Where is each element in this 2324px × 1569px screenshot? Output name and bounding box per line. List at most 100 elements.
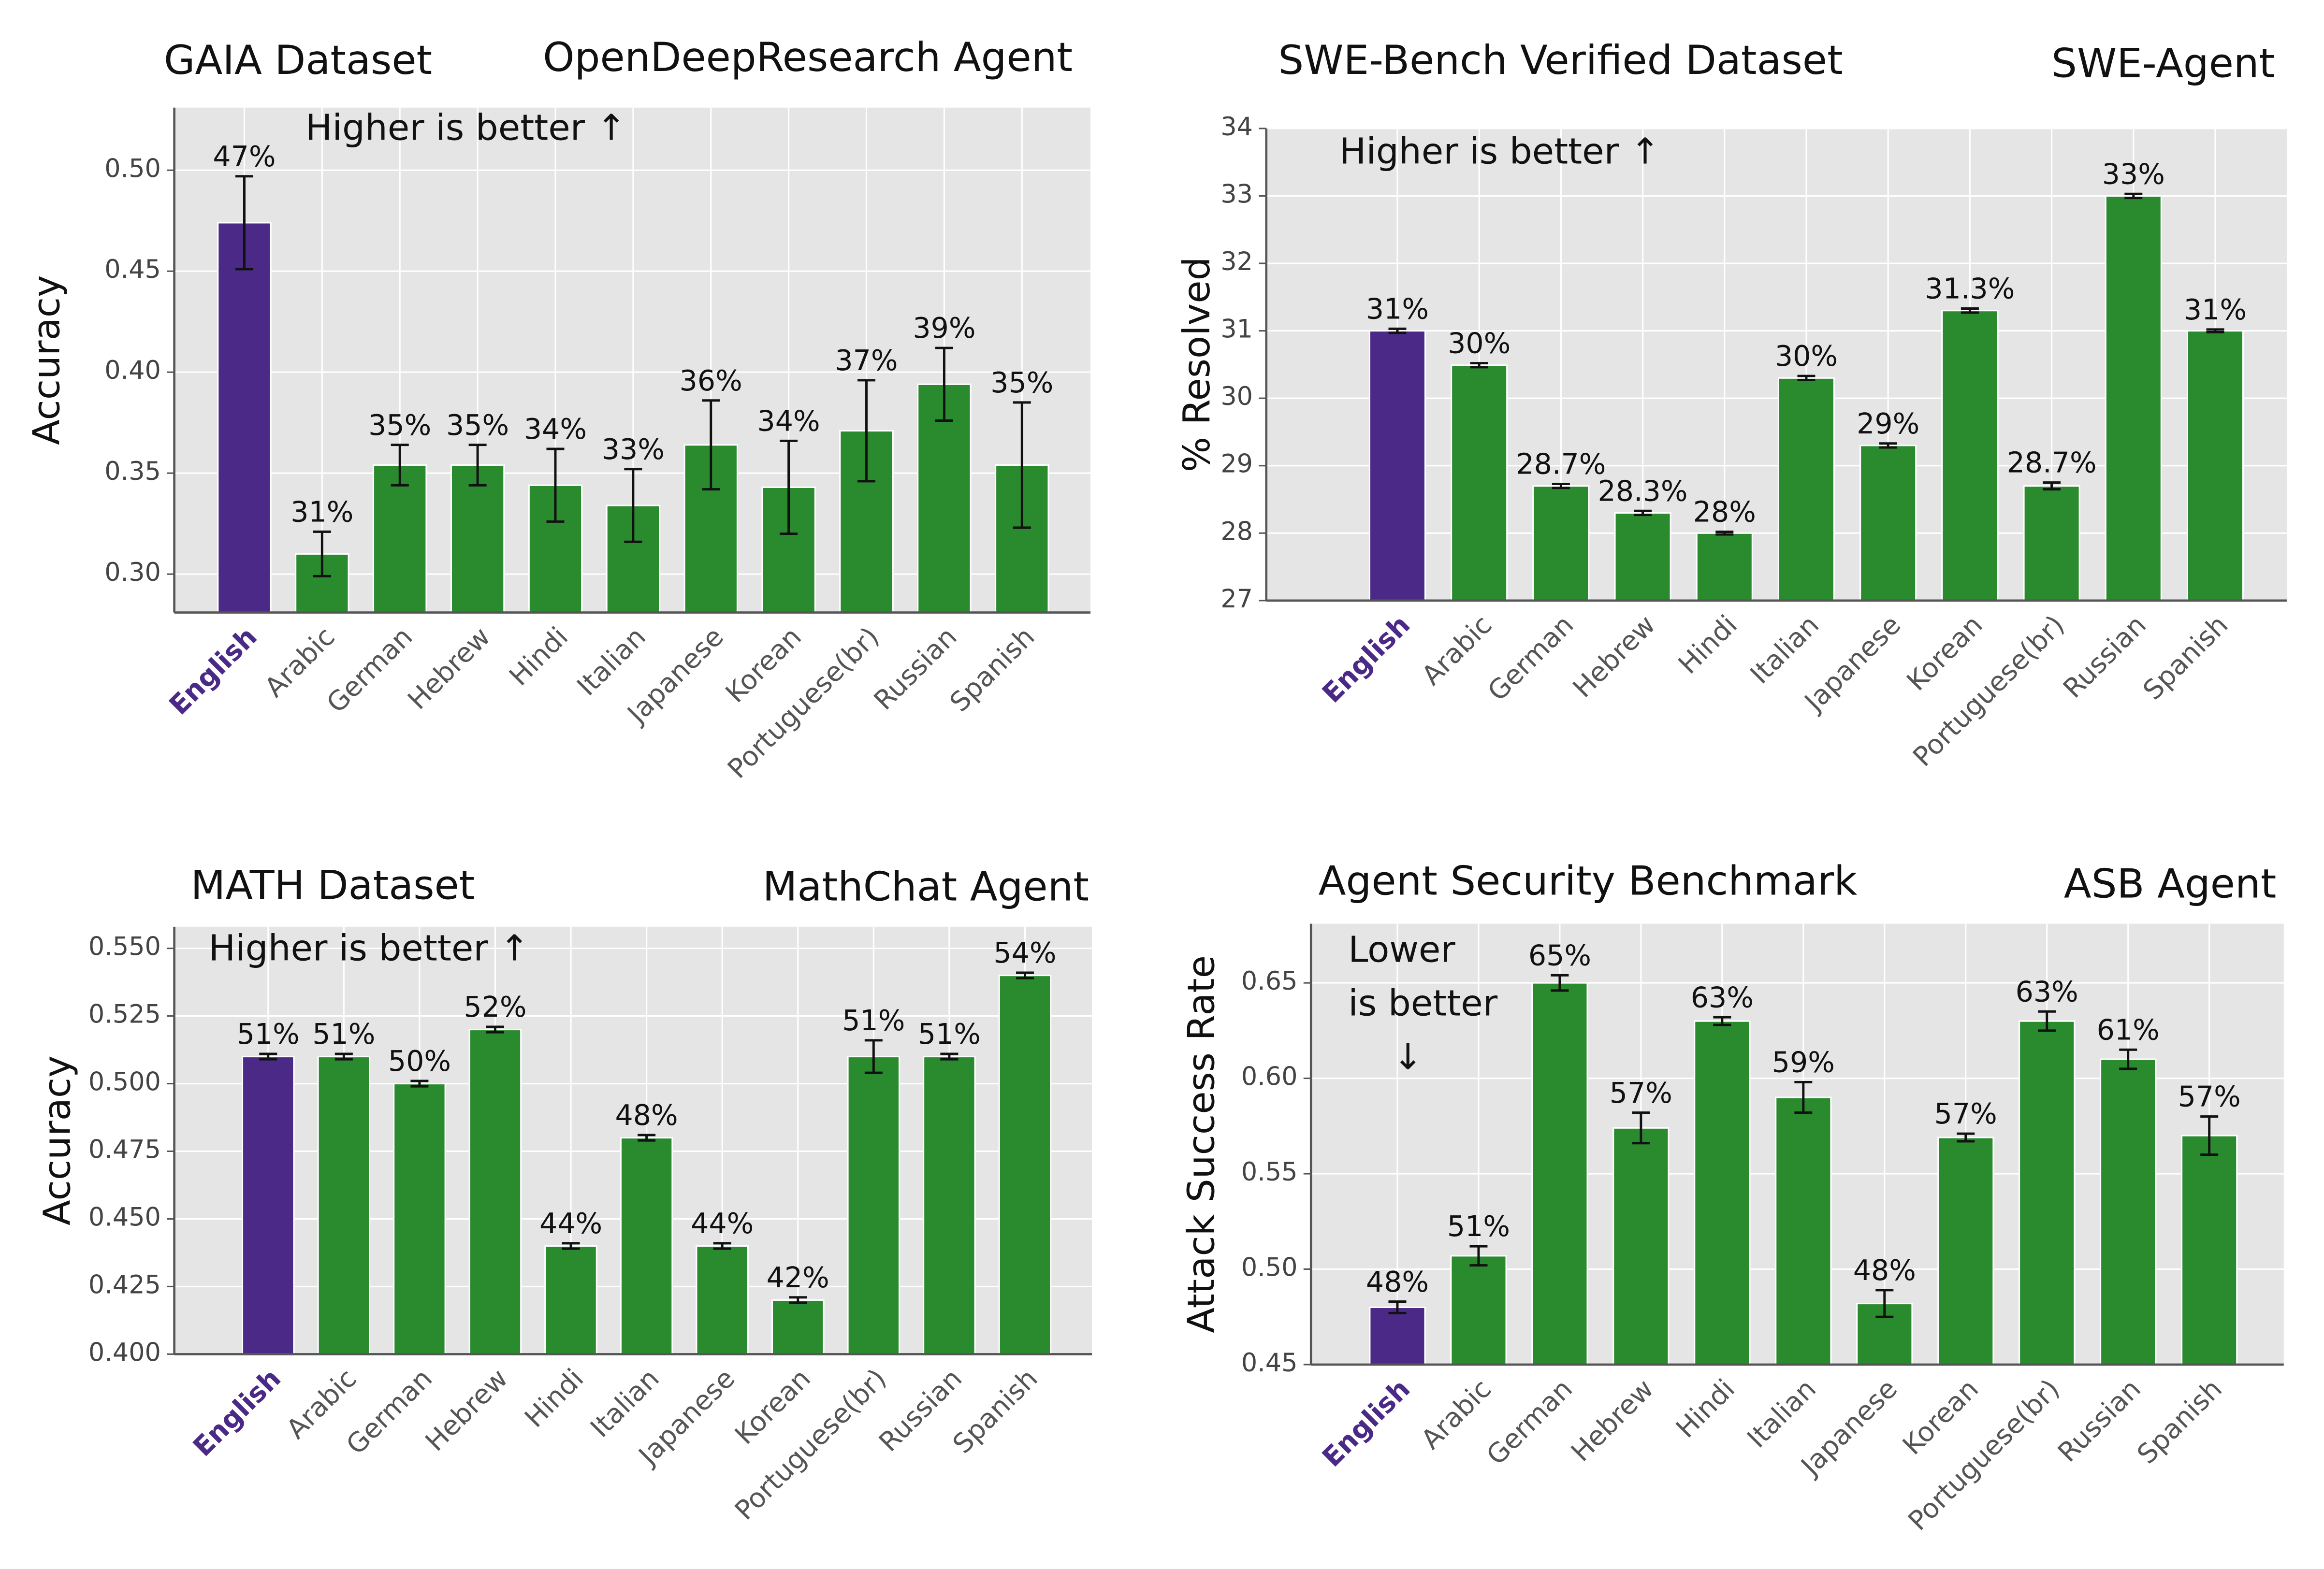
y-tick-label: 30 (1220, 382, 1253, 411)
bar (1531, 982, 1588, 1366)
value-label: 51% (842, 1004, 905, 1037)
x-tick-label: Italian (1744, 609, 1825, 690)
x-tick-label: German (321, 621, 419, 719)
bar (620, 1137, 673, 1355)
value-label: 63% (2016, 975, 2078, 1008)
value-label: 57% (2178, 1080, 2241, 1113)
value-label: 33% (2102, 158, 2165, 190)
y-tick-label: 29 (1220, 449, 1253, 479)
value-label: 44% (539, 1207, 602, 1240)
y-axis-label: Attack Success Rate (1179, 955, 1223, 1333)
bar (1614, 512, 1671, 602)
value-label: 37% (835, 344, 898, 377)
annotation: is better (1348, 983, 1498, 1024)
bar (696, 1245, 749, 1355)
bar (1777, 377, 1835, 602)
value-label: 36% (680, 364, 742, 397)
x-tick-label: Spanish (2132, 1373, 2228, 1470)
bar (847, 1056, 901, 1355)
bar (2100, 1058, 2157, 1366)
bar (2019, 1020, 2076, 1366)
bar (372, 464, 427, 614)
chart-title: GAIA Dataset (164, 37, 432, 84)
x-tick-label: English (1317, 609, 1416, 709)
bar (1775, 1096, 1832, 1366)
x-tick-label: Hebrew (1566, 1373, 1660, 1468)
annotation: Higher is better ↑ (1339, 131, 1660, 173)
value-label: 28% (1693, 496, 1756, 529)
value-label: 61% (2097, 1013, 2160, 1046)
bar (771, 1299, 825, 1355)
bar (1694, 1020, 1751, 1366)
bar (923, 1056, 976, 1355)
value-label: 30% (1448, 327, 1511, 360)
y-tick-label: 0.450 (88, 1202, 161, 1232)
y-tick-label: 0.55 (1241, 1157, 1298, 1187)
y-axis-label: Accuracy (35, 1055, 79, 1225)
value-label: 59% (1772, 1046, 1835, 1079)
value-label: 51% (312, 1018, 375, 1051)
value-label: 31.3% (1925, 273, 2015, 305)
value-label: 51% (237, 1018, 300, 1051)
x-tick-label: Hindi (504, 621, 574, 692)
value-label: 31% (1366, 293, 1429, 326)
bar (241, 1056, 295, 1355)
value-label: 35% (990, 366, 1053, 399)
agent-title: SWE-Agent (2051, 40, 2275, 86)
bar (217, 222, 272, 614)
x-tick-label: English (163, 621, 263, 721)
annotation: Higher is better ↑ (208, 928, 529, 969)
bar (468, 1029, 522, 1355)
y-tick-label: 0.425 (88, 1270, 161, 1299)
bar (1937, 1137, 1994, 1366)
value-label: 33% (602, 433, 665, 466)
value-label: 50% (388, 1045, 451, 1078)
value-label: 54% (993, 936, 1056, 969)
x-tick-label: English (188, 1363, 287, 1463)
x-tick-label: Spanish (944, 621, 1041, 718)
y-tick-label: 0.525 (88, 1000, 161, 1029)
bar (393, 1083, 446, 1355)
y-tick-label: 0.475 (88, 1135, 161, 1165)
agent-title: OpenDeepResearch Agent (543, 34, 1073, 81)
bar (998, 975, 1052, 1355)
value-label: 51% (918, 1018, 981, 1051)
y-tick-label: 0.45 (1241, 1348, 1298, 1378)
y-tick-label: 0.45 (104, 255, 161, 284)
bar (2181, 1135, 2238, 1366)
bar (2105, 195, 2162, 602)
agent-title: MathChat Agent (763, 864, 1089, 910)
bar (317, 1056, 371, 1355)
chart-title: SWE-Bench Verified Dataset (1278, 37, 1843, 84)
value-label: 30% (1775, 340, 1838, 373)
value-label: 31% (290, 495, 353, 528)
y-tick-label: 27 (1220, 584, 1253, 614)
y-tick-label: 0.400 (88, 1338, 161, 1367)
bar (1696, 532, 1753, 602)
bar (1451, 364, 1508, 602)
value-label: 29% (1857, 407, 1919, 440)
y-tick-label: 0.30 (104, 558, 161, 587)
value-label: 34% (757, 404, 820, 437)
bar (1368, 330, 1426, 602)
value-label: 44% (691, 1207, 754, 1240)
x-tick-label: Hindi (1670, 1373, 1741, 1444)
chart-title: MATH Dataset (191, 862, 475, 909)
x-tick-label: Hindi (1673, 609, 1743, 680)
value-label: 65% (1528, 939, 1591, 972)
y-tick-label: 0.550 (88, 932, 161, 962)
annotation: Lower (1348, 929, 1455, 971)
x-tick-label: Spanish (947, 1363, 1044, 1460)
value-label: 28.3% (1598, 475, 1688, 507)
value-label: 47% (213, 140, 276, 173)
y-tick-label: 0.40 (104, 356, 161, 385)
bar (1369, 1306, 1426, 1366)
value-label: 28.7% (2007, 446, 2097, 479)
x-tick-label: Arabic (1416, 609, 1498, 691)
bar (1941, 310, 1999, 602)
x-tick-label: Portuguese(br) (1907, 609, 2071, 773)
x-tick-label: English (1317, 1373, 1416, 1473)
y-tick-label: 0.50 (1241, 1252, 1298, 1282)
x-tick-label: Italian (1742, 1373, 1822, 1454)
